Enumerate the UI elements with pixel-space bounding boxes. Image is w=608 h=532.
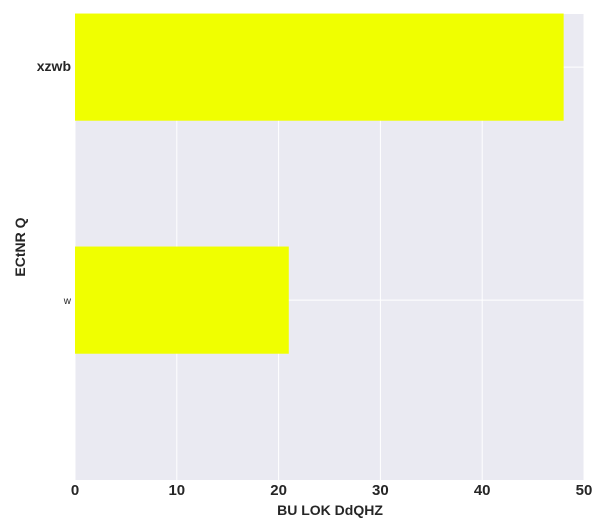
x-tick-label: 40 xyxy=(474,482,491,499)
y-tick-label: xzwb xyxy=(37,58,71,74)
y-axis-label: ECtNR Q xyxy=(12,217,28,276)
y-tick-labels: xzwb w xyxy=(37,58,72,307)
x-tick-labels: 0 10 20 30 40 50 xyxy=(71,482,593,499)
x-tick-label: 30 xyxy=(372,482,389,499)
bars xyxy=(75,13,564,354)
bar-w xyxy=(75,246,289,354)
x-tick-label: 50 xyxy=(576,482,593,499)
y-tick-label: w xyxy=(63,296,72,307)
x-axis-label: BU LOK DdQHZ xyxy=(277,502,383,518)
x-tick-label: 20 xyxy=(270,482,287,499)
x-tick-label: 10 xyxy=(168,482,185,499)
bar-xzwb xyxy=(75,13,564,121)
x-tick-label: 0 xyxy=(71,482,79,499)
